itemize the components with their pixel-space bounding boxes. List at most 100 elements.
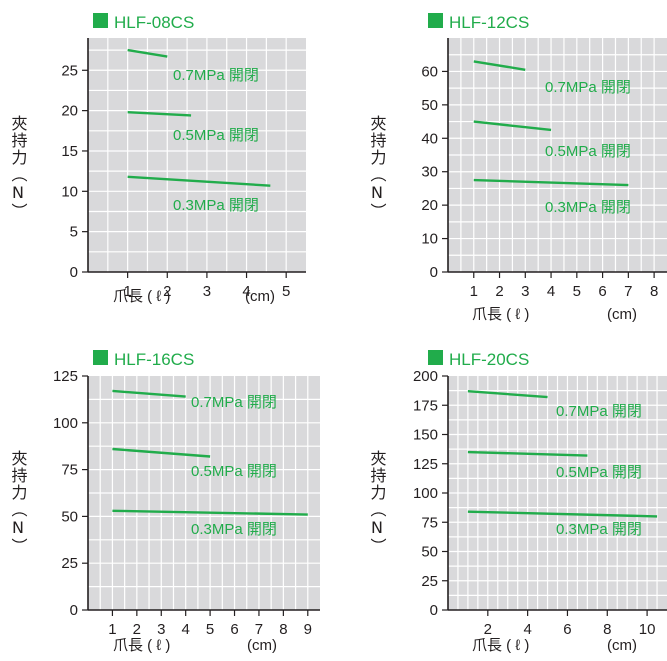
plot-area <box>88 38 306 272</box>
x-axis-unit: (cm) <box>247 637 277 654</box>
chart-title: HLF-16CS <box>114 350 194 369</box>
y-tick-label: 10 <box>61 183 78 200</box>
y-tick-label: 0 <box>70 602 78 619</box>
y-axis-label: 夾持力（N） <box>368 450 387 555</box>
y-tick-label: 100 <box>53 415 78 432</box>
x-tick-label: 3 <box>521 283 529 300</box>
chart-2: HLF-16CS 0 25 50 75 100 125 1 2 3 4 5 6 7 8 9 爪長 ( ℓ ) (c… <box>9 350 320 654</box>
x-tick-label: 7 <box>624 283 632 300</box>
x-tick-label: 1 <box>123 283 131 300</box>
series-label: 0.7MPa 開閉 <box>545 79 631 96</box>
x-axis-label: 爪長 ( ℓ ) <box>472 637 529 654</box>
y-tick-label: 100 <box>413 485 438 502</box>
series-label: 0.5MPa 開閉 <box>191 463 277 480</box>
x-tick-label: 4 <box>547 283 555 300</box>
series-line <box>127 111 192 117</box>
y-tick-label: 10 <box>421 231 438 248</box>
y-tick-label: 20 <box>421 197 438 214</box>
series-line <box>467 450 588 457</box>
series-label: 0.3MPa 開閉 <box>545 199 631 216</box>
x-tick-label: 2 <box>484 621 492 638</box>
series-label: 0.7MPa 開閉 <box>556 403 642 420</box>
series-line <box>112 447 211 458</box>
y-tick-label: 25 <box>61 555 78 572</box>
y-tick-label: 5 <box>70 224 78 241</box>
y-tick-label: 200 <box>413 368 438 385</box>
y-axis-label: 夾持力（N） <box>9 115 28 220</box>
y-tick-label: 0 <box>70 264 78 281</box>
chart-0: HLF-08CS 0 5 10 15 20 25 1 2 3 4 5 爪長 ( ℓ ) (cm) 夾持力（N… <box>9 13 306 305</box>
chart-title: HLF-20CS <box>449 350 529 369</box>
series-line <box>473 178 629 187</box>
y-tick-label: 150 <box>413 427 438 444</box>
y-tick-label: 125 <box>53 368 78 385</box>
x-tick-label: 9 <box>304 621 312 638</box>
x-tick-label: 8 <box>279 621 287 638</box>
x-tick-label: 2 <box>163 283 171 300</box>
series-line <box>112 509 308 516</box>
y-tick-label: 125 <box>413 456 438 473</box>
x-tick-label: 1 <box>108 621 116 638</box>
series-label: 0.5MPa 開閉 <box>545 143 631 160</box>
series-line <box>467 390 548 399</box>
x-tick-label: 8 <box>603 621 611 638</box>
title-square-icon <box>428 350 443 365</box>
x-tick-label: 1 <box>470 283 478 300</box>
y-tick-label: 75 <box>421 514 438 531</box>
chart-title: HLF-12CS <box>449 13 529 32</box>
x-tick-label: 3 <box>203 283 211 300</box>
series-label: 0.7MPa 開閉 <box>173 67 259 84</box>
x-tick-label: 2 <box>133 621 141 638</box>
y-tick-label: 40 <box>421 130 438 147</box>
title-square-icon <box>428 13 443 28</box>
y-tick-label: 175 <box>413 397 438 414</box>
x-tick-label: 5 <box>282 283 290 300</box>
x-axis-label: 爪長 ( ℓ ) <box>472 306 529 323</box>
y-axis-label: 夾持力（N） <box>9 450 28 555</box>
y-tick-label: 20 <box>61 103 78 120</box>
y-tick-label: 75 <box>61 462 78 479</box>
x-tick-label: 4 <box>523 621 531 638</box>
y-tick-label: 30 <box>421 164 438 181</box>
y-tick-label: 50 <box>61 508 78 525</box>
x-axis-label: 爪長 ( ℓ ) <box>113 637 170 654</box>
x-tick-label: 10 <box>639 621 656 638</box>
y-tick-label: 25 <box>421 573 438 590</box>
series-label: 0.3MPa 開閉 <box>173 197 259 214</box>
x-tick-label: 4 <box>242 283 250 300</box>
series-line <box>467 510 658 518</box>
title-square-icon <box>93 13 108 28</box>
y-tick-label: 60 <box>421 63 438 80</box>
series-label: 0.3MPa 開閉 <box>556 521 642 538</box>
y-tick-label: 50 <box>421 97 438 114</box>
y-tick-label: 25 <box>61 62 78 79</box>
x-axis-unit: (cm) <box>607 637 637 654</box>
series-label: 0.3MPa 開閉 <box>191 521 277 538</box>
series-line <box>112 389 186 398</box>
series-line <box>127 175 271 187</box>
series-label: 0.7MPa 開閉 <box>191 394 277 411</box>
y-tick-label: 0 <box>430 264 438 281</box>
x-tick-label: 8 <box>650 283 658 300</box>
series-line <box>473 60 526 71</box>
x-tick-label: 4 <box>182 621 190 638</box>
x-tick-label: 6 <box>230 621 238 638</box>
x-tick-label: 2 <box>495 283 503 300</box>
series-line <box>473 120 552 132</box>
title-square-icon <box>93 350 108 365</box>
x-tick-label: 5 <box>573 283 581 300</box>
x-tick-label: 5 <box>206 621 214 638</box>
chart-3: HLF-20CS 0 25 50 75 100 125 150 175 200 2 4 6 8 10 爪長 (… <box>368 350 667 654</box>
x-tick-label: 7 <box>255 621 263 638</box>
x-tick-label: 6 <box>598 283 606 300</box>
y-tick-label: 0 <box>430 602 438 619</box>
x-tick-label: 3 <box>157 621 165 638</box>
y-axis-label: 夾持力（N） <box>368 115 387 220</box>
chart-title: HLF-08CS <box>114 13 194 32</box>
x-axis-unit: (cm) <box>607 306 637 323</box>
x-axis-label: 爪長 ( ℓ ) <box>113 288 170 305</box>
series-line <box>127 48 168 58</box>
y-tick-label: 50 <box>421 544 438 561</box>
